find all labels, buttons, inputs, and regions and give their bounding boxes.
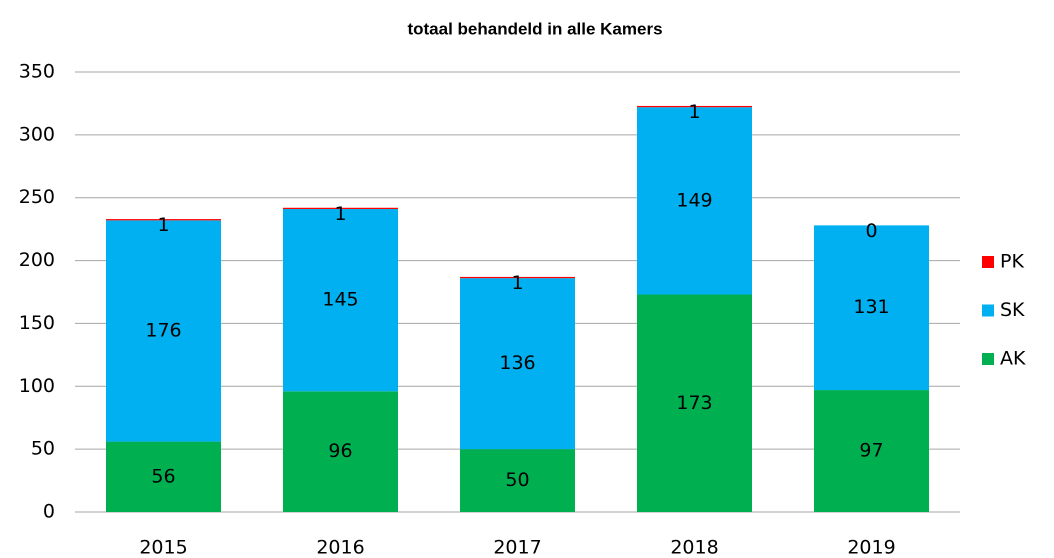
chart-title: totaal behandeld in alle Kamers xyxy=(407,19,662,38)
bar-segment xyxy=(283,207,398,210)
y-tick-label: 250 xyxy=(19,186,55,208)
data-label: 1 xyxy=(334,203,346,225)
data-label: 173 xyxy=(676,392,712,414)
bar-segment xyxy=(637,294,752,512)
data-label: 149 xyxy=(676,189,712,211)
data-label: 1 xyxy=(157,214,169,236)
legend-label: PK xyxy=(1000,251,1024,273)
bar-segment xyxy=(814,225,929,391)
bar-segment xyxy=(106,220,221,442)
x-tick-label: 2018 xyxy=(670,537,718,558)
data-label: 96 xyxy=(328,440,352,462)
y-tick-label: 200 xyxy=(19,249,55,271)
bar-segment xyxy=(637,107,752,295)
data-label: 50 xyxy=(505,469,529,491)
data-label: 1 xyxy=(511,272,523,294)
bar-segment xyxy=(637,105,752,108)
x-tick-label: 2016 xyxy=(316,537,364,558)
bar-segment xyxy=(460,449,575,512)
data-label: 56 xyxy=(151,465,175,487)
legend-swatch xyxy=(982,304,994,317)
x-tick-label: 2019 xyxy=(847,537,895,558)
y-tick-label: 100 xyxy=(19,375,55,397)
bar-segment xyxy=(460,276,575,279)
y-tick-label: 50 xyxy=(31,438,55,460)
y-tick-label: 300 xyxy=(19,123,55,145)
x-tick-label: 2017 xyxy=(493,537,541,558)
legend-swatch xyxy=(982,256,994,268)
y-tick-label: 350 xyxy=(19,61,55,83)
data-label: 176 xyxy=(145,319,181,341)
data-label: 1 xyxy=(688,101,700,123)
bar-segment xyxy=(283,391,398,512)
data-label: 145 xyxy=(322,289,358,311)
x-tick-label: 2015 xyxy=(139,537,187,558)
y-tick-label: 150 xyxy=(19,312,55,334)
bar-segment xyxy=(283,209,398,392)
bar-segment xyxy=(814,390,929,512)
data-label: 97 xyxy=(859,440,883,462)
data-label: 136 xyxy=(499,352,535,374)
bar-segment xyxy=(460,278,575,450)
data-label: 131 xyxy=(853,296,889,318)
bar-segment xyxy=(106,219,221,221)
bar-segment xyxy=(106,441,221,512)
data-label: 0 xyxy=(865,220,877,242)
legend-label: SK xyxy=(1000,299,1025,321)
legend-label: AK xyxy=(1000,348,1026,370)
y-tick-label: 0 xyxy=(43,501,55,523)
legend-swatch xyxy=(982,353,994,365)
